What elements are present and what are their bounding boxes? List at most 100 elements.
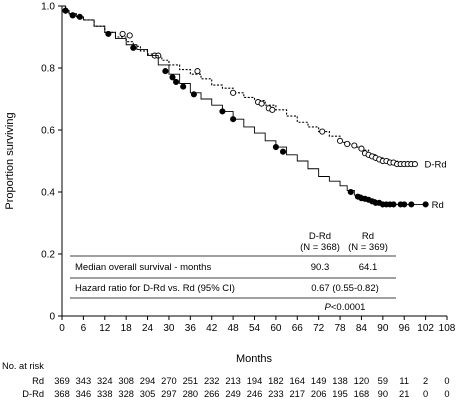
risk-cell: 21 (399, 389, 409, 399)
censor-mark-d-rd (194, 68, 201, 75)
risk-cell: 308 (118, 376, 134, 386)
risk-table: Rd 369 343 324 308 294 270 251 232 213 194 182 164 14… (22, 376, 449, 399)
y-tick-label: 0.6 (41, 126, 55, 137)
censor-mark-rd (105, 30, 112, 37)
risk-cell: 324 (97, 376, 113, 386)
x-tick-label: 6 (81, 323, 87, 334)
risk-cell: 232 (204, 376, 220, 386)
risk-cell: 369 (54, 376, 70, 386)
stats-col2-header: Rd (362, 231, 374, 242)
censor-mark-d-rd (351, 142, 358, 149)
x-tick-label: 48 (228, 323, 240, 334)
y-tick-label: 0 (49, 312, 55, 323)
censor-mark-rd (190, 91, 197, 98)
censor-mark-d-rd (411, 161, 418, 168)
x-axis-label: Months (236, 353, 273, 365)
y-tick-label: 0.4 (41, 188, 55, 199)
censor-mark-rd (162, 68, 169, 75)
risk-cell: 164 (290, 376, 306, 386)
series-label-rd: Rd (432, 200, 444, 211)
censor-mark-d-rd (269, 106, 276, 113)
censor-mark-rd (272, 143, 279, 151)
series-line-d-rd (62, 5, 419, 165)
censor-mark-d-rd (258, 100, 265, 107)
risk-cell: 346 (76, 389, 92, 399)
risk-cell: 2 (423, 376, 428, 386)
censor-mark-d-rd (119, 30, 126, 37)
stats-row1-col1: 90.3 (311, 262, 330, 273)
censor-mark-rd (130, 44, 137, 51)
risk-cell: 138 (332, 376, 348, 386)
censor-mark-rd (173, 78, 180, 85)
risk-cell: 182 (268, 376, 284, 386)
risk-cell: 120 (354, 376, 370, 386)
censor-mark-d-rd (344, 140, 351, 147)
stats-p-number: <0.0001 (331, 302, 366, 313)
x-tick-label: 84 (356, 323, 368, 334)
censor-mark-d-rd (358, 145, 365, 152)
y-tick-label: 1.0 (41, 2, 55, 13)
x-tick-label: 18 (121, 323, 133, 334)
y-ticks: 0 0.2 0.4 0.6 0.8 1.0 (41, 2, 62, 323)
x-tick-label: 66 (292, 323, 304, 334)
risk-cell: 280 (183, 389, 199, 399)
risk-cell: 195 (332, 389, 348, 399)
x-ticks: 0 6 12 18 24 30 36 42 48 54 60 66 72 78 84 90 96 102 108 (59, 316, 456, 334)
risk-cell: 246 (247, 389, 263, 399)
series-line-rd (62, 5, 426, 205)
censor-mark-d-rd (319, 128, 326, 135)
risk-cell: 343 (76, 376, 92, 386)
risk-cell: 328 (118, 389, 134, 399)
stats-table: D-Rd (N = 368) Rd (N = 369) Median overa… (70, 231, 396, 313)
risk-row-label: Rd (32, 376, 44, 386)
risk-cell: 297 (161, 389, 177, 399)
risk-cell: 168 (354, 389, 370, 399)
stats-row2-label: Hazard ratio for D-Rd vs. Rd (95% CI) (75, 283, 235, 294)
risk-cell: 217 (290, 389, 306, 399)
x-tick-label: 78 (334, 323, 346, 334)
stats-row1-col2: 64.1 (359, 262, 378, 273)
survival-curves (62, 5, 429, 208)
series-labels: D-Rd Rd (424, 160, 446, 211)
x-tick-label: 108 (439, 323, 456, 334)
stats-row1-label: Median overall survival - months (75, 262, 211, 273)
risk-cell: 266 (204, 389, 220, 399)
censor-mark-d-rd (126, 32, 133, 39)
censor-mark-rd (180, 83, 187, 90)
x-tick-label: 42 (206, 323, 218, 334)
risk-cell: 194 (247, 376, 263, 386)
risk-table-title: No. at risk (2, 361, 44, 371)
x-tick-label: 102 (417, 323, 434, 334)
stats-col1-n: (N = 368) (300, 242, 340, 253)
censor-mark-rd (69, 12, 76, 19)
risk-cell: 251 (183, 376, 199, 386)
risk-cell: 0 (423, 389, 428, 399)
stats-col1-header: D-Rd (309, 231, 331, 242)
stats-p-value: P<0.0001 (325, 302, 366, 313)
x-tick-label: 72 (313, 323, 325, 334)
y-tick-label: 0.8 (41, 64, 55, 75)
censor-mark-rd (401, 201, 408, 208)
risk-cell: 149 (311, 376, 327, 386)
x-tick-label: 30 (163, 323, 175, 334)
y-tick-label: 0.2 (41, 250, 55, 261)
censor-mark-rd (169, 74, 176, 81)
censor-mark-rd (279, 148, 287, 155)
risk-cell: 270 (161, 376, 177, 386)
stats-p-label: P (325, 302, 332, 313)
risk-cell: 213 (225, 376, 241, 386)
x-tick-label: 90 (377, 323, 389, 334)
risk-cell: 0 (444, 376, 449, 386)
risk-row-label: D-Rd (22, 389, 44, 399)
x-tick-label: 54 (249, 323, 261, 334)
x-tick-label: 24 (142, 323, 154, 334)
x-tick-label: 96 (399, 323, 411, 334)
censor-mark-rd (76, 13, 83, 20)
x-tick-label: 36 (185, 323, 197, 334)
risk-cell: 305 (140, 389, 156, 399)
y-axis-label: Proportion surviving (4, 112, 16, 209)
risk-cell: 368 (54, 389, 70, 399)
x-tick-label: 0 (59, 323, 65, 334)
risk-cell: 338 (97, 389, 113, 399)
